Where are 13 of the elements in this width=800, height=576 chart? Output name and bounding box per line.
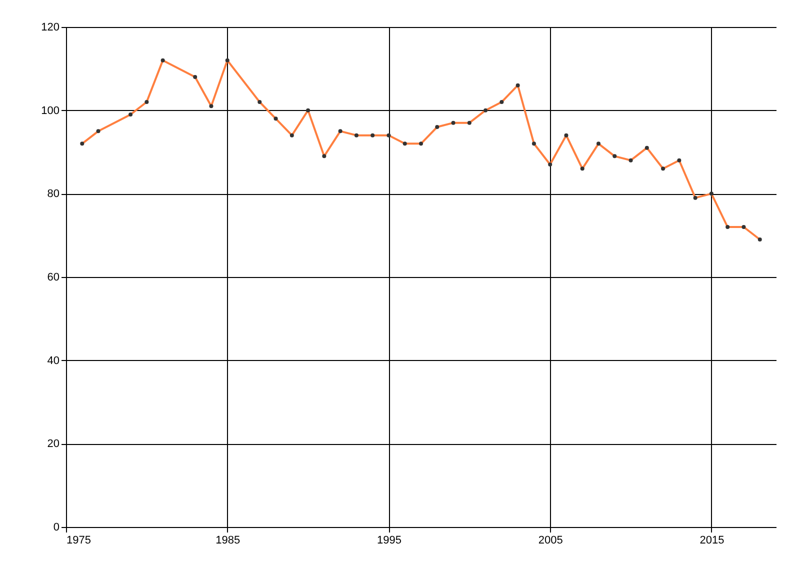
y-tick-label: 0 xyxy=(53,522,60,534)
y-tick-label: 100 xyxy=(41,104,60,117)
line-series xyxy=(80,58,762,242)
x-tick-label: 1995 xyxy=(376,534,402,546)
y-tick-label: 20 xyxy=(47,438,60,450)
x-tick-label: 1975 xyxy=(66,534,91,546)
x-tick-label: 2005 xyxy=(538,534,563,546)
x-tick-label: 1985 xyxy=(216,534,240,546)
y-tick-label: 40 xyxy=(47,354,60,367)
y-tick-label: 80 xyxy=(47,188,60,200)
y-tick-label: 60 xyxy=(47,272,60,284)
y-tick-label: 120 xyxy=(41,22,60,34)
x-tick-label: 2015 xyxy=(700,534,724,546)
